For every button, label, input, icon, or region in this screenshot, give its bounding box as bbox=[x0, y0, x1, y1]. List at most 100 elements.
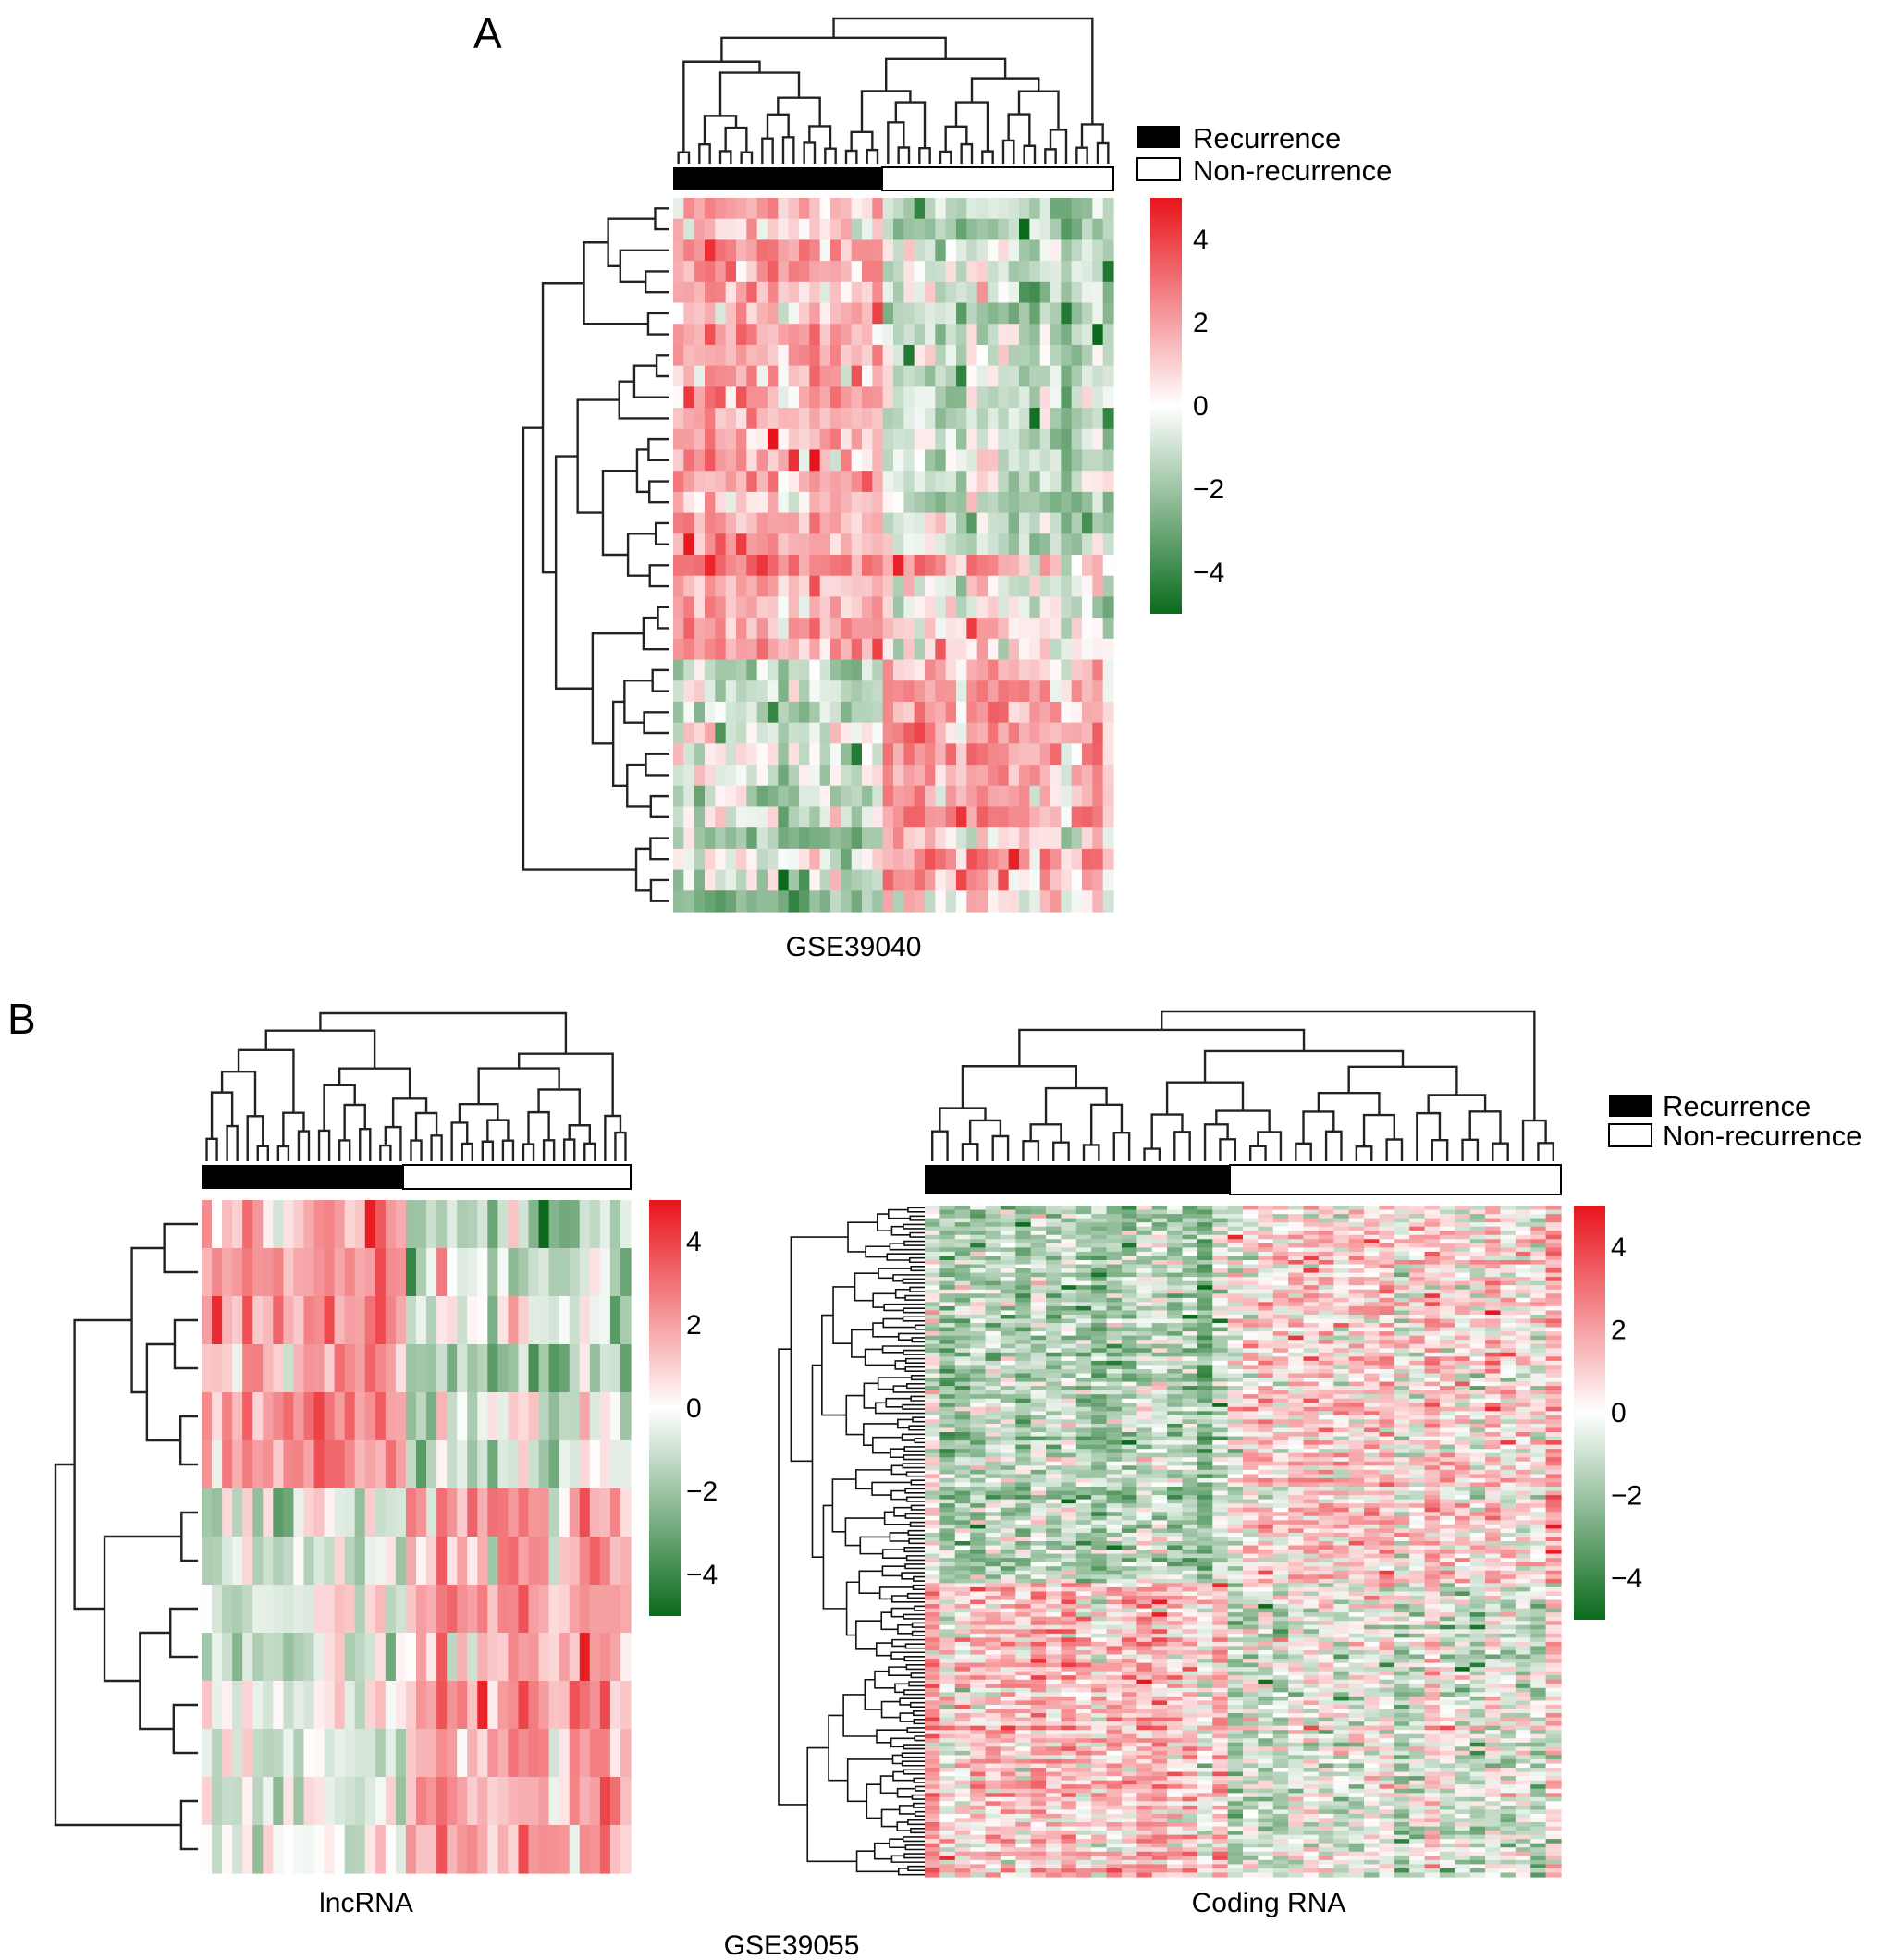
heatmap-a-cell bbox=[725, 890, 737, 913]
heatmap-coding-cell bbox=[1197, 1394, 1213, 1400]
heatmap-coding-cell bbox=[1455, 1469, 1471, 1475]
heatmap-coding-cell bbox=[1288, 1403, 1305, 1408]
heatmap-coding-cell bbox=[1106, 1277, 1123, 1282]
heatmap-a-cell bbox=[914, 198, 926, 220]
heatmap-a-cell bbox=[872, 659, 884, 681]
heatmap-a-cell bbox=[914, 324, 926, 346]
heatmap-a-cell bbox=[1092, 302, 1104, 325]
heatmap-coding-cell bbox=[1348, 1356, 1365, 1362]
heatmap-coding-cell bbox=[1409, 1411, 1426, 1416]
heatmap-coding-cell bbox=[1379, 1449, 1395, 1454]
heatmap-coding-cell bbox=[1439, 1368, 1455, 1375]
heatmap-coding-cell bbox=[1030, 1432, 1047, 1438]
heatmap-coding-cell bbox=[1485, 1352, 1502, 1357]
heatmap-coding-cell bbox=[1394, 1264, 1410, 1269]
heatmap-coding-cell bbox=[1545, 1327, 1562, 1332]
heatmap-coding-cell bbox=[1182, 1477, 1198, 1484]
heatmap-coding-cell bbox=[1424, 1272, 1441, 1278]
heatmap-coding-cell bbox=[1318, 1293, 1334, 1299]
heatmap-coding-cell bbox=[1258, 1318, 1274, 1324]
heatmap-a-cell bbox=[1050, 848, 1062, 871]
heatmap-a-cell bbox=[966, 239, 978, 262]
heatmap-a-cell bbox=[1019, 785, 1030, 808]
heatmap-coding-cell bbox=[1424, 1406, 1441, 1412]
heatmap-a-cell bbox=[1071, 618, 1083, 640]
heatmap-a-cell bbox=[893, 491, 904, 514]
heatmap-coding-cell bbox=[1075, 1289, 1092, 1294]
heatmap-a-cell bbox=[998, 575, 1010, 598]
heatmap-a-cell bbox=[1092, 491, 1104, 514]
heatmap-coding-cell bbox=[1121, 1436, 1137, 1441]
heatmap-coding-cell bbox=[1258, 1218, 1274, 1223]
row-dendrogram-a-branch bbox=[657, 606, 669, 630]
heatmap-coding-cell bbox=[1000, 1268, 1016, 1274]
row-dendrogram-a-branch bbox=[648, 564, 669, 588]
heatmap-coding-cell bbox=[970, 1231, 987, 1236]
heatmap-coding-cell bbox=[1394, 1373, 1410, 1378]
heatmap-a-cell bbox=[778, 575, 790, 598]
heatmap-a-cell bbox=[882, 512, 894, 534]
heatmap-a-cell bbox=[882, 848, 894, 871]
heatmap-coding-cell bbox=[1303, 1465, 1320, 1471]
heatmap-coding-cell bbox=[1061, 1398, 1077, 1403]
heatmap-coding-cell bbox=[940, 1280, 956, 1286]
heatmap-coding-cell bbox=[1212, 1272, 1229, 1278]
column-dendrogram-lncrna-branch bbox=[338, 1067, 411, 1099]
heatmap-lncrna-cell bbox=[395, 1344, 407, 1393]
heatmap-a-cell bbox=[788, 827, 800, 850]
heatmap-a-cell bbox=[998, 596, 1010, 619]
heatmap-a-cell bbox=[756, 596, 768, 619]
heatmap-coding-cell bbox=[1091, 1449, 1108, 1454]
heatmap-lncrna-cell bbox=[528, 1825, 540, 1874]
heatmap-coding-cell bbox=[1258, 1256, 1274, 1261]
heatmap-coding-cell bbox=[1318, 1268, 1334, 1274]
heatmap-coding-cell bbox=[1000, 1343, 1016, 1349]
heatmap-coding-cell bbox=[1136, 1331, 1153, 1337]
heatmap-coding-cell bbox=[1469, 1449, 1486, 1454]
heatmap-coding-cell bbox=[1439, 1406, 1455, 1412]
heatmap-coding-cell bbox=[1439, 1403, 1455, 1408]
heatmap-lncrna-cell bbox=[548, 1825, 560, 1874]
heatmap-a-cell bbox=[756, 555, 768, 577]
heatmap-coding-cell bbox=[1197, 1474, 1213, 1479]
heatmap-a-cell bbox=[914, 344, 926, 367]
heatmap-coding-cell bbox=[1046, 1461, 1062, 1466]
heatmap-a-cell bbox=[799, 386, 810, 409]
heatmap-coding-cell bbox=[1364, 1427, 1381, 1433]
heatmap-coding-cell bbox=[1121, 1243, 1137, 1248]
heatmap-lncrna-cell bbox=[528, 1344, 540, 1393]
heatmap-lncrna-cell bbox=[344, 1440, 356, 1489]
heatmap-coding-cell bbox=[1015, 1368, 1032, 1375]
heatmap-coding-cell bbox=[1136, 1436, 1153, 1441]
heatmap-a-cell bbox=[1029, 659, 1041, 681]
heatmap-coding-cell bbox=[1151, 1352, 1168, 1357]
heatmap-coding-cell bbox=[1318, 1386, 1334, 1391]
heatmap-lncrna-cell bbox=[548, 1585, 560, 1634]
heatmap-a-cell bbox=[841, 491, 853, 514]
heatmap-coding-cell bbox=[1243, 1394, 1259, 1400]
heatmap-coding-cell bbox=[1167, 1280, 1184, 1286]
heatmap-coding-cell bbox=[1243, 1398, 1259, 1403]
heatmap-lncrna-cell bbox=[559, 1488, 571, 1537]
heatmap-coding-cell bbox=[1394, 1394, 1410, 1400]
heatmap-coding-cell bbox=[1515, 1277, 1531, 1282]
heatmap-coding-cell bbox=[1485, 1226, 1502, 1231]
heatmap-coding-cell bbox=[1167, 1356, 1184, 1362]
heatmap-coding-cell bbox=[925, 1268, 940, 1274]
heatmap-lncrna-cell bbox=[579, 1200, 591, 1249]
heatmap-coding-cell bbox=[1000, 1390, 1016, 1395]
heatmap-a-cell bbox=[945, 848, 957, 871]
heatmap-coding-cell bbox=[1061, 1368, 1077, 1375]
heatmap-coding-cell bbox=[1136, 1214, 1153, 1219]
heatmap-a-cell bbox=[778, 471, 790, 493]
heatmap-coding-cell bbox=[1318, 1259, 1334, 1266]
heatmap-a-cell bbox=[988, 512, 999, 534]
heatmap-a-cell bbox=[925, 575, 936, 598]
heatmap-a-cell bbox=[736, 806, 747, 828]
heatmap-a-cell bbox=[799, 638, 810, 661]
heatmap-lncrna-cell bbox=[334, 1633, 346, 1682]
heatmap-a-cell bbox=[903, 722, 915, 744]
heatmap-coding-cell bbox=[1075, 1415, 1092, 1421]
heatmap-coding-cell bbox=[1197, 1461, 1213, 1466]
heatmap-coding-cell bbox=[1227, 1331, 1244, 1337]
